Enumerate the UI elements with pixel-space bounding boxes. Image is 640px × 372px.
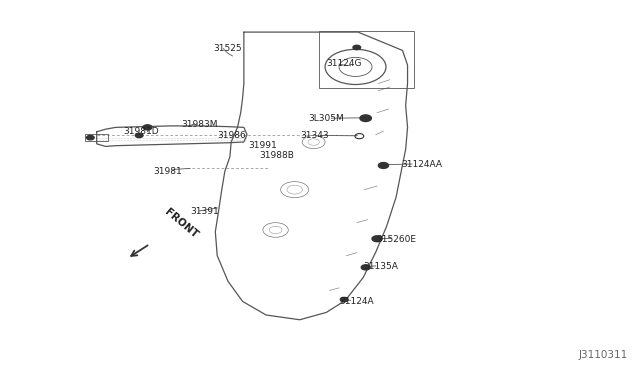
Text: 31343: 31343 xyxy=(301,131,329,140)
Bar xyxy=(85,134,108,141)
Text: J3110311: J3110311 xyxy=(579,350,628,360)
Text: 31391: 31391 xyxy=(190,207,219,216)
Circle shape xyxy=(136,133,143,138)
Text: 31525: 31525 xyxy=(214,44,243,53)
Text: 31991: 31991 xyxy=(248,141,277,150)
Text: 31988B: 31988B xyxy=(259,151,294,160)
Text: 31124G: 31124G xyxy=(326,59,362,68)
Text: 31986: 31986 xyxy=(217,131,246,140)
Bar xyxy=(319,31,414,88)
Circle shape xyxy=(372,236,382,242)
Circle shape xyxy=(378,163,388,169)
Text: 31135A: 31135A xyxy=(363,262,397,271)
Text: 3L305M: 3L305M xyxy=(308,114,344,123)
Circle shape xyxy=(86,135,94,140)
Text: 31981: 31981 xyxy=(154,167,182,176)
Text: 31983M: 31983M xyxy=(181,120,218,129)
Circle shape xyxy=(360,115,371,122)
Circle shape xyxy=(361,265,370,270)
Circle shape xyxy=(143,125,152,130)
Text: 31981D: 31981D xyxy=(124,127,159,136)
Circle shape xyxy=(353,45,360,50)
Text: 31124AA: 31124AA xyxy=(401,160,442,169)
Circle shape xyxy=(340,297,348,302)
Text: 315260E: 315260E xyxy=(376,235,416,244)
Text: FRONT: FRONT xyxy=(163,207,200,240)
Text: 31124A: 31124A xyxy=(339,297,374,306)
